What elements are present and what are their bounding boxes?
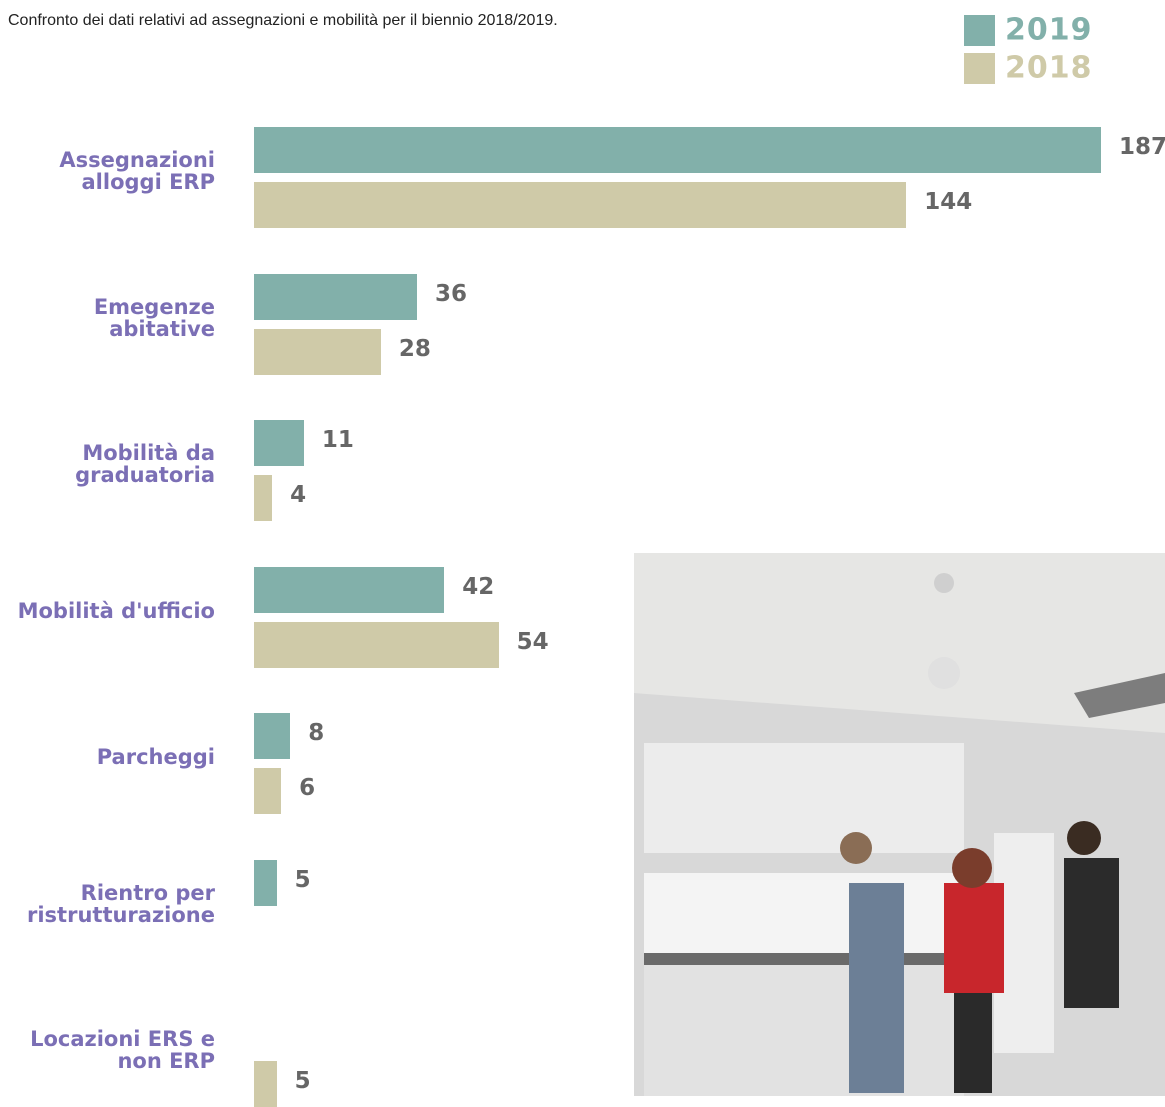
value-label: 11 (321, 427, 354, 453)
value-label: 8 (308, 720, 325, 746)
bar (254, 859, 277, 906)
category-label: Mobilità da graduatoria (75, 441, 215, 487)
category-label: Mobilità d'ufficio (17, 598, 215, 623)
value-label: 36 (435, 280, 468, 307)
bar (254, 127, 1101, 173)
subtitle: Confronto dei dati relativi ad assegnazi… (8, 12, 558, 29)
bar (254, 768, 282, 814)
bar (254, 328, 381, 375)
bar (254, 566, 445, 613)
category-label: Locazioni ERS e non ERP (30, 1027, 215, 1073)
legend-label: 2018 (1005, 50, 1093, 86)
bar (254, 475, 273, 521)
value-label: 144 (924, 189, 973, 215)
category-label: Rientro per ristrutturazione (27, 880, 215, 927)
value-label: 4 (290, 482, 307, 508)
bar (254, 713, 291, 759)
category-label: Emegenze abitative (93, 294, 215, 341)
category-label: Assegnazioni alloggi ERP (59, 148, 215, 194)
value-label: 6 (299, 775, 316, 801)
bar (254, 1061, 277, 1107)
value-label: 28 (398, 335, 431, 362)
category-label: Parcheggi (96, 745, 215, 769)
legend-label: 2019 (1005, 12, 1093, 48)
value-label: 5 (294, 1068, 311, 1094)
bar (254, 420, 304, 466)
legend-swatch (964, 15, 995, 46)
value-label: 5 (294, 866, 311, 893)
bar (254, 273, 418, 320)
legend-swatch (964, 53, 995, 84)
value-label: 54 (516, 628, 549, 655)
value-label: 42 (462, 573, 495, 600)
value-label: 187 (1119, 134, 1165, 160)
bar (254, 182, 907, 228)
photo (634, 553, 1165, 1096)
bar (254, 621, 499, 668)
